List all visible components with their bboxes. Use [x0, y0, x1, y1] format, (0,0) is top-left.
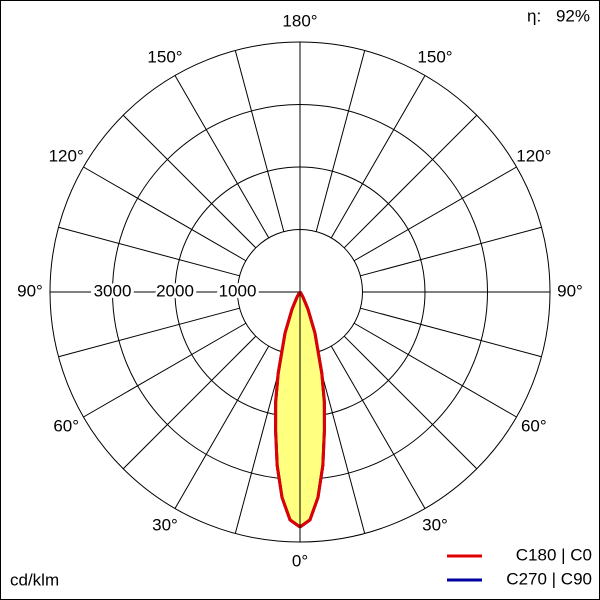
efficiency-symbol: η:	[527, 6, 541, 25]
spoke-minor	[360, 226, 542, 277]
spoke	[353, 166, 517, 262]
legend-label: C270 | C90	[506, 569, 592, 588]
spoke	[330, 345, 426, 509]
r-tick-label: 2000	[156, 281, 194, 300]
spoke	[330, 75, 426, 239]
spoke	[83, 322, 247, 418]
angle-label: 150°	[417, 48, 452, 67]
angle-label: 150°	[147, 48, 182, 67]
angle-label: 120°	[516, 146, 551, 165]
spoke-minor	[58, 226, 240, 277]
spoke	[353, 322, 517, 418]
intensity-curve	[298, 291, 326, 529]
spoke-minor	[122, 114, 257, 249]
angle-label: 90°	[17, 281, 43, 300]
spoke-minor	[360, 307, 542, 358]
angle-label: 90°	[557, 281, 583, 300]
spoke-minor	[234, 50, 285, 232]
angle-label: 120°	[49, 146, 84, 165]
spoke	[83, 166, 247, 262]
spoke-minor	[343, 114, 478, 249]
angle-label: 0°	[292, 551, 308, 570]
spoke-minor	[315, 50, 366, 232]
legend-label: C180 | C0	[516, 545, 592, 564]
intensity-curve	[274, 291, 302, 529]
angle-label: 60°	[53, 416, 79, 435]
spoke-minor	[122, 335, 257, 470]
r-tick-label: 1000	[219, 281, 257, 300]
spoke	[174, 345, 270, 509]
angle-label: 30°	[152, 515, 178, 534]
spoke-minor	[234, 352, 285, 534]
angle-label: 180°	[282, 11, 317, 30]
unit: cd/klm	[10, 570, 59, 589]
spoke-minor	[315, 352, 366, 534]
angle-label: 60°	[521, 416, 547, 435]
spoke	[174, 75, 270, 239]
spoke-minor	[343, 335, 478, 470]
r-tick-label: 3000	[94, 281, 132, 300]
efficiency: 92%	[556, 6, 590, 25]
spoke-minor	[58, 307, 240, 358]
angle-label: 30°	[422, 515, 448, 534]
